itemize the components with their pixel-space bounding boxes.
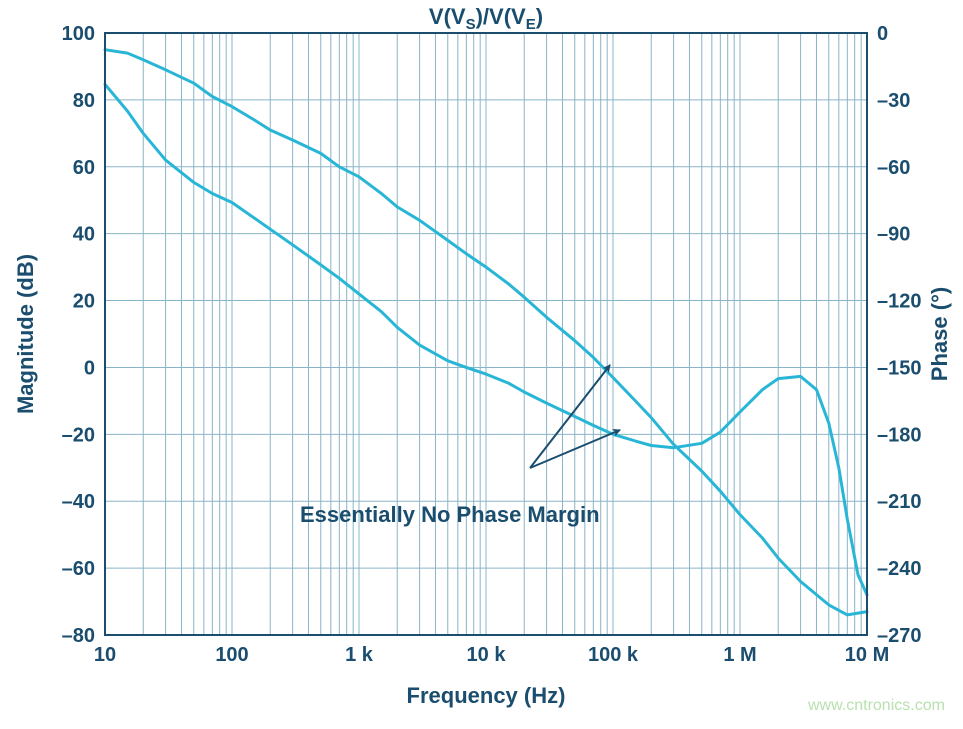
y-right-tick-label: –270 [877, 625, 922, 647]
watermark: www.cntronics.com [808, 697, 945, 715]
y-right-axis-label: Phase (°) [927, 287, 952, 381]
y-right-tick-label: –60 [877, 157, 910, 179]
y-right-tick-label: –30 [877, 90, 910, 112]
y-left-tick-label: 0 [84, 357, 95, 379]
y-right-tick-label: 0 [877, 23, 888, 45]
x-tick-label: 100 [215, 644, 248, 666]
chart-title: V(VS)/V(VE) [429, 4, 543, 33]
x-axis-label: Frequency (Hz) [407, 683, 566, 708]
x-tick-label: 1 k [345, 644, 374, 666]
x-tick-label: 10 k [467, 644, 507, 666]
bode-chart: Essentially No Phase Margin 10 100 1 k 10 k… [0, 0, 963, 729]
annotation: Essentially No Phase Margin [300, 365, 620, 527]
y-left-tick-label: 100 [62, 23, 95, 45]
y-left-tick-label: 40 [73, 224, 95, 246]
y-right-tick-label: –150 [877, 357, 922, 379]
grid [105, 33, 867, 635]
x-tick-label: 1 M [723, 644, 756, 666]
y-left-tick-label: 80 [73, 90, 95, 112]
y-left-tick-label: –80 [62, 625, 95, 647]
y-right-tick-label: –180 [877, 424, 922, 446]
y-right-tick-label: –90 [877, 224, 910, 246]
labels: 10 100 1 k 10 k 100 k 1 M 10 M –80 –60 –40 –20 0 20 4… [13, 4, 952, 708]
y-right-tick-label: –240 [877, 558, 922, 580]
x-tick-label: 10 M [845, 644, 889, 666]
y-left-tick-label: –20 [62, 424, 95, 446]
y-left-tick-label: 20 [73, 291, 95, 313]
y-left-tick-label: –40 [62, 491, 95, 513]
y-left-tick-label: 60 [73, 157, 95, 179]
y-left-axis-label: Magnitude (dB) [13, 254, 38, 414]
y-right-tick-label: –120 [877, 291, 922, 313]
x-tick-label: 100 k [588, 644, 639, 666]
y-left-tick-label: –60 [62, 558, 95, 580]
x-tick-label: 10 [94, 644, 116, 666]
annotation-arrow [530, 365, 610, 468]
y-right-tick-label: –210 [877, 491, 922, 513]
annotation-text: Essentially No Phase Margin [300, 502, 600, 527]
